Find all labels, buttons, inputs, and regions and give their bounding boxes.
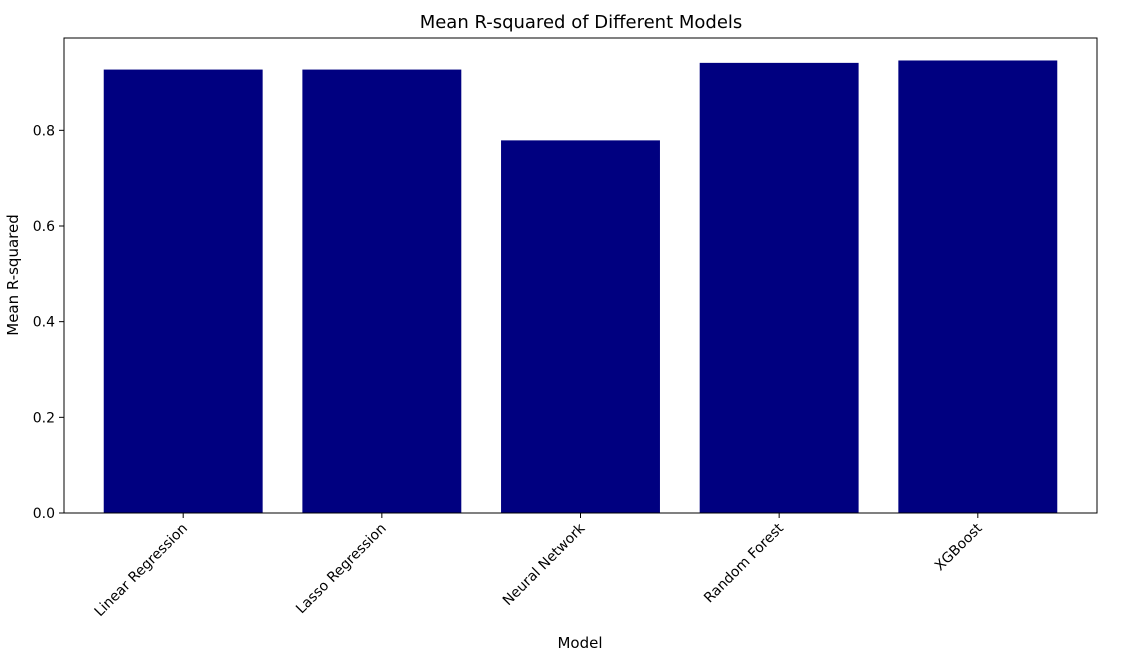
y-tick-label: 0.2 — [33, 410, 55, 426]
bar-lasso-regression — [302, 69, 462, 513]
y-tick-label: 0.4 — [33, 315, 55, 331]
y-tick-label: 0.6 — [33, 219, 55, 235]
bars-group — [103, 60, 1058, 514]
x-tick-label: XGBoost — [932, 520, 986, 574]
x-axis-label: Model — [557, 634, 602, 652]
bar-xgboost — [898, 60, 1058, 513]
plot-frame — [63, 37, 1098, 514]
y-tick-label: 0.8 — [33, 123, 55, 139]
y-tick-label: 0.0 — [33, 506, 55, 522]
bar-neural-network — [501, 140, 660, 513]
x-axis: Linear Regression Lasso Regression Neural … — [92, 513, 986, 620]
x-tick-label: Random Forest — [701, 520, 787, 606]
chart-title: Mean R-squared of Different Models — [420, 12, 743, 33]
x-tick-label: Linear Regression — [92, 521, 191, 620]
x-tick-label: Lasso Regression — [293, 521, 390, 618]
bar-random-forest — [699, 62, 859, 514]
bar-linear-regression — [103, 69, 263, 513]
x-tick-label: Neural Network — [500, 520, 589, 609]
y-axis-label: Mean R-squared — [4, 214, 22, 336]
y-axis: 0.0 0.2 0.4 0.6 0.8 — [33, 123, 64, 522]
